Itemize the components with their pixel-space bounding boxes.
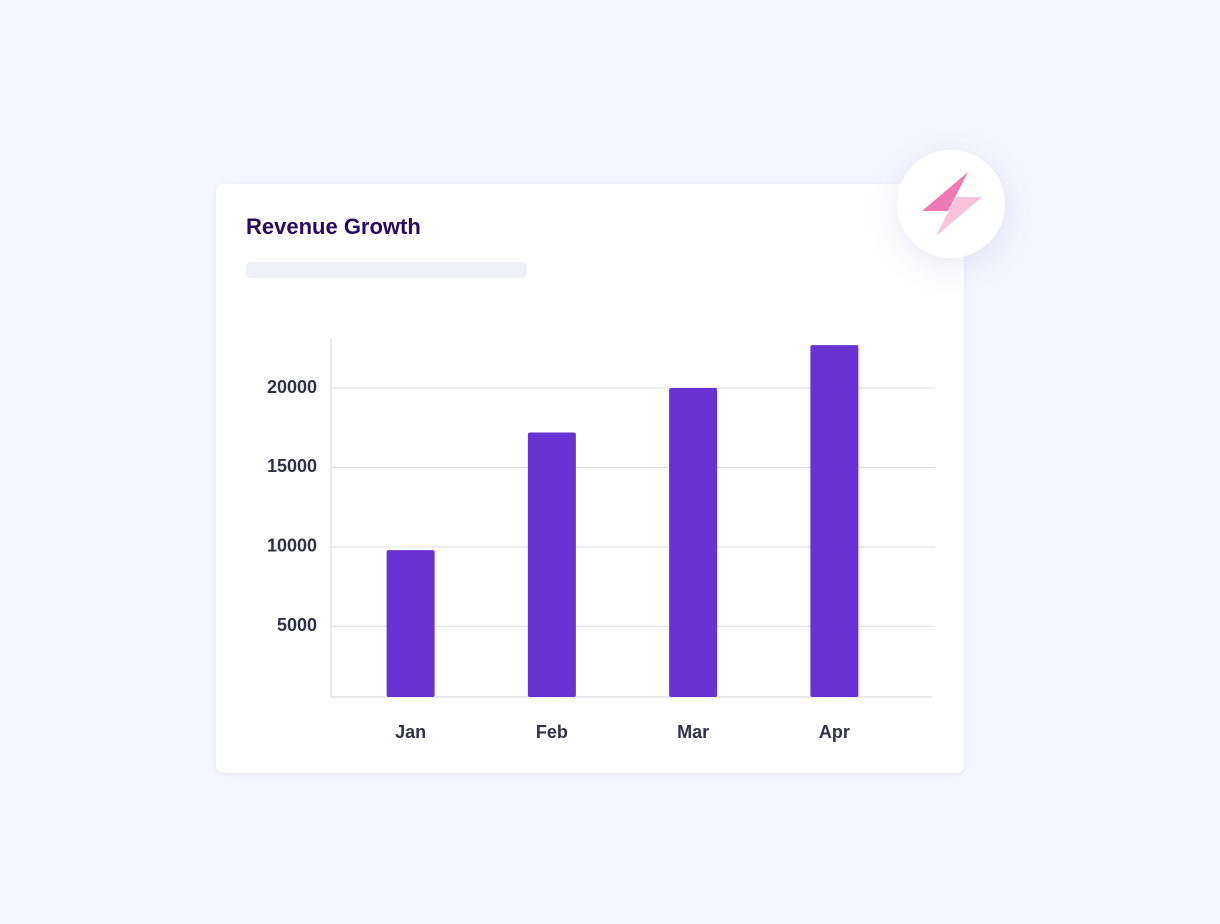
bar bbox=[810, 345, 859, 697]
placeholder bbox=[246, 262, 527, 278]
bar bbox=[386, 550, 435, 697]
bolt-top bbox=[922, 172, 968, 211]
chart-title: Revenue Growth bbox=[246, 214, 421, 239]
bar bbox=[669, 388, 718, 697]
y-tick-label: 15000 bbox=[267, 456, 317, 476]
y-tick-label: 20000 bbox=[267, 377, 317, 397]
bar bbox=[527, 432, 576, 697]
badge bbox=[897, 150, 1005, 258]
x-tick-label: Apr bbox=[819, 722, 850, 742]
x-tick-label: Feb bbox=[536, 722, 568, 742]
x-tick-label: Jan bbox=[395, 722, 426, 742]
y-tick-label: 5000 bbox=[277, 615, 317, 635]
x-tick-label: Mar bbox=[677, 722, 709, 742]
y-tick-label: 10000 bbox=[267, 536, 317, 556]
bolt-bottom bbox=[936, 197, 982, 236]
